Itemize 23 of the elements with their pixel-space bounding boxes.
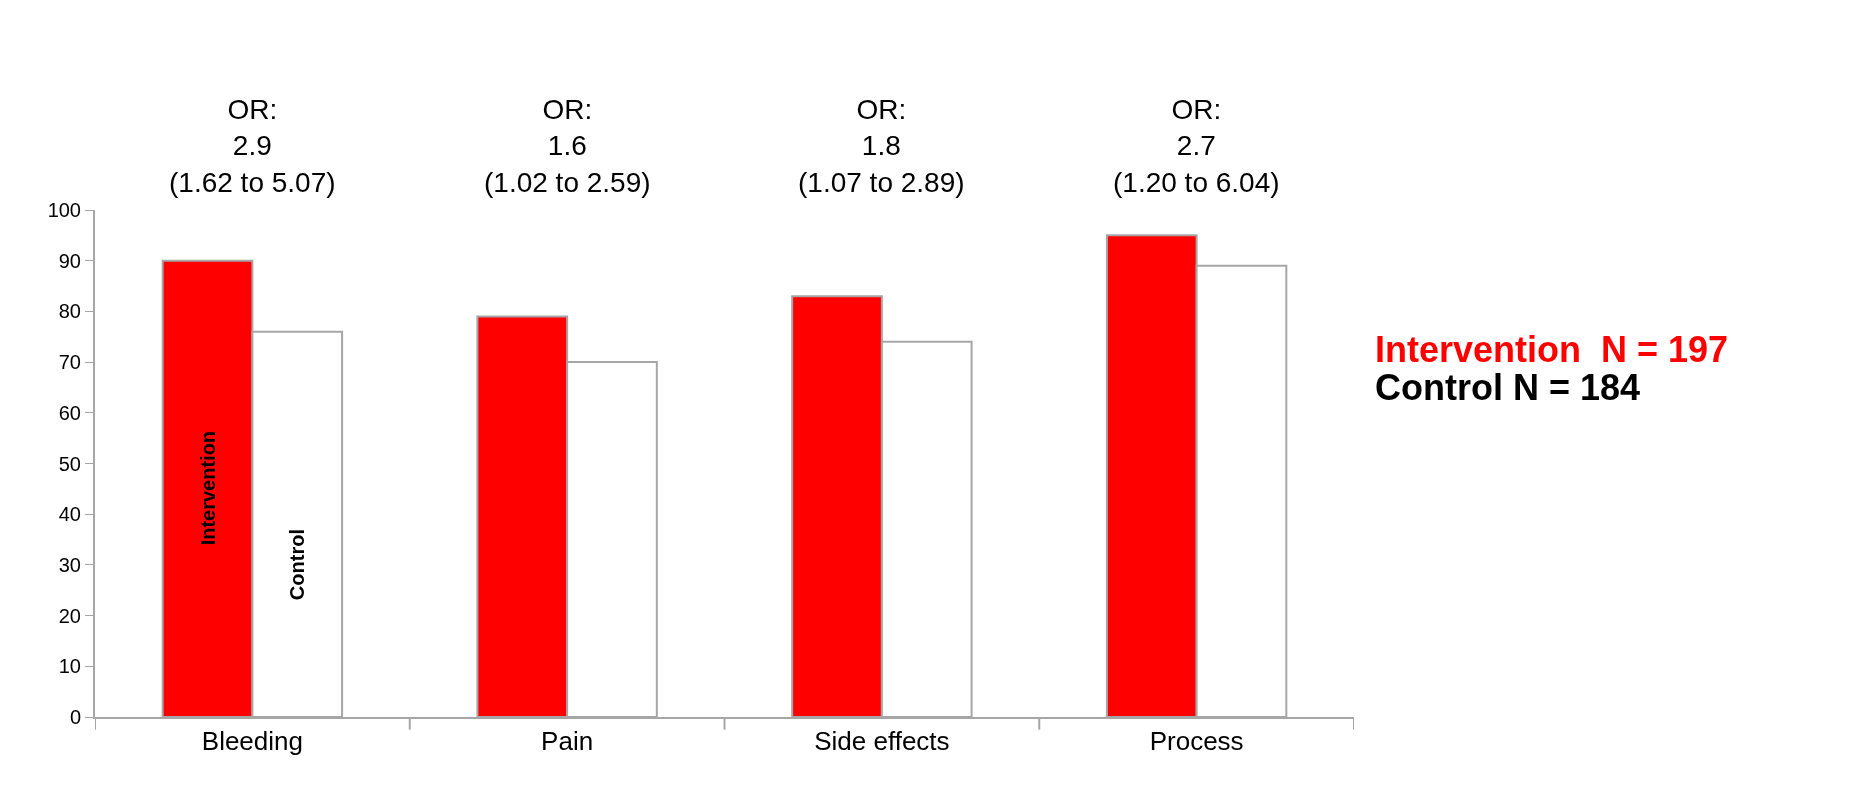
x-tick-label: Process (1149, 726, 1244, 757)
text: OR: 2.7 (1.20 to 6.04) (1113, 94, 1280, 198)
y-tick-label: 90 (58, 249, 81, 272)
series-label: Intervention (196, 430, 219, 546)
series-label: Control (286, 529, 309, 601)
y-tick-label: 100 (47, 199, 81, 221)
text: OR: 2.9 (1.62 to 5.07) (169, 94, 336, 198)
y-tick-label: 80 (58, 300, 81, 323)
text: Intervention N = 197 (1375, 329, 1729, 370)
x-tick-label: Bleeding (201, 726, 303, 757)
y-tick-label: 40 (58, 503, 81, 526)
x-tick-label: Side effects (814, 726, 950, 757)
text: OR: 1.6 (1.02 to 2.59) (484, 94, 651, 198)
text: OR: 1.8 (1.07 to 2.89) (798, 94, 965, 198)
y-tick-label: 20 (58, 604, 81, 627)
y-tick-label: 50 (58, 452, 81, 475)
x-tick-label: Pain (541, 726, 594, 757)
y-tick-label: 60 (58, 401, 81, 424)
y-tick-label: 10 (58, 655, 81, 678)
text: Control N = 184 (1375, 367, 1641, 408)
y-tick-label: 30 (58, 553, 81, 576)
y-tick-label: 0 (69, 706, 81, 728)
y-tick-label: 70 (58, 351, 81, 374)
